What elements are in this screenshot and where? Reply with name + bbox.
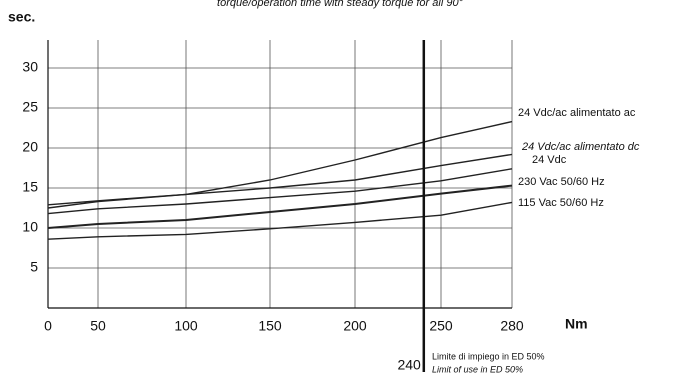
y-tick-label: 10 — [22, 219, 38, 235]
series-label: 115 Vac 50/60 Hz — [518, 197, 604, 209]
series-label: 24 Vdc — [532, 154, 567, 166]
y-tick-label: 15 — [22, 179, 38, 195]
series-label: 24 Vdc/ac alimentato dc — [521, 141, 640, 153]
x-tick-label: 50 — [90, 318, 106, 334]
threshold-label: 240 — [397, 357, 421, 373]
series-label: 24 Vdc/ac alimentato ac — [518, 107, 636, 119]
series-line — [47, 201, 513, 240]
threshold-text: Limite di impiego in ED 50% — [432, 351, 545, 361]
series-label: 230 Vac 50/60 Hz — [518, 176, 605, 188]
x-tick-label: 150 — [258, 318, 282, 334]
x-tick-label: 100 — [174, 318, 198, 334]
series-line — [47, 184, 513, 229]
x-tick-label: 280 — [500, 318, 524, 334]
series-line — [47, 153, 513, 209]
chart-title: torque/operation time with steady torque… — [217, 0, 464, 9]
x-tick-label: 200 — [343, 318, 367, 334]
y-tick-label: 30 — [22, 59, 38, 75]
y-tick-label: 5 — [30, 259, 38, 275]
x-axis-label: Nm — [565, 316, 588, 332]
x-tick-label: 250 — [429, 318, 453, 334]
x-tick-label: 0 — [44, 318, 52, 334]
threshold-text: Limit of use in ED 50% — [432, 364, 523, 374]
y-axis-label: sec. — [8, 9, 35, 25]
y-tick-label: 20 — [22, 139, 38, 155]
series-line — [47, 120, 513, 206]
series-line — [47, 168, 513, 215]
y-tick-label: 25 — [22, 99, 38, 115]
